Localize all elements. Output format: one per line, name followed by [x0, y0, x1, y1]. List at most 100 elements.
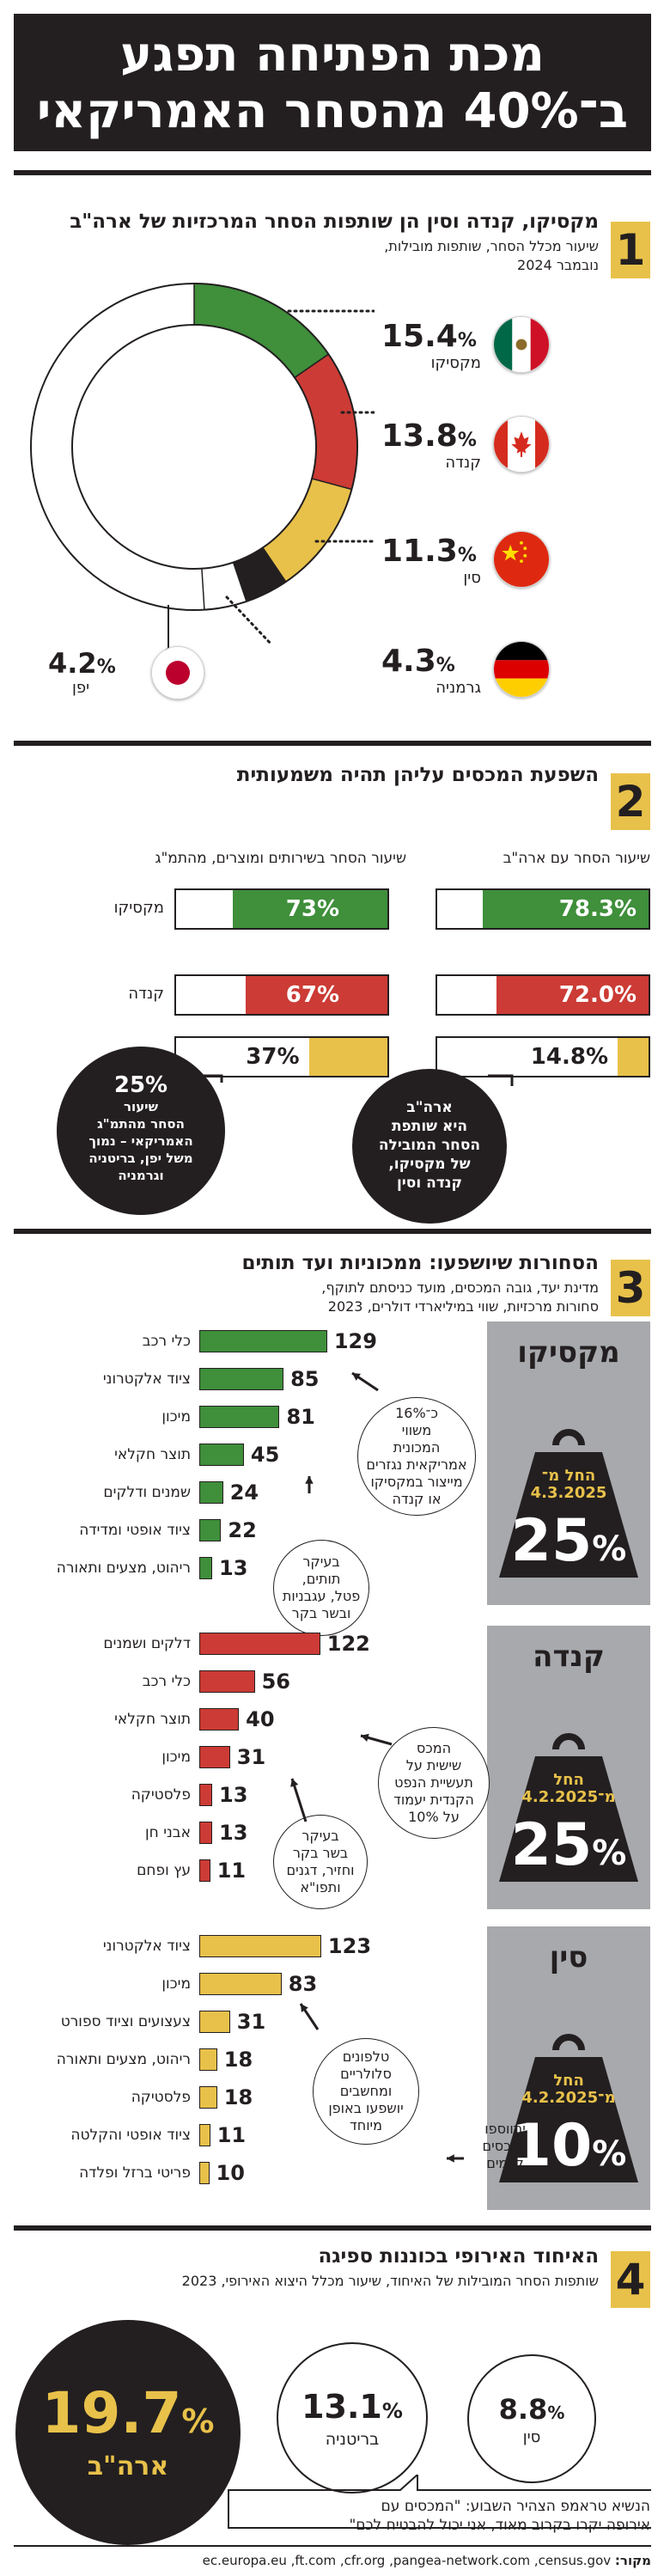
weight-icon: [499, 2034, 638, 2182]
goods-value-china-0: 123: [327, 1934, 372, 1958]
section4-title: האיחוד האירופי בכוננות ספיגה: [318, 2245, 599, 2268]
goods-bar-mexico-6: [199, 1557, 212, 1579]
source-text: ec.europa.eu ,ft.com ,cfr.org ,pangea-ne…: [202, 2553, 612, 2568]
goods-value-canada-2: 40: [246, 1707, 275, 1731]
page-title-line2: ב־40% מהסחר האמריקאי: [36, 83, 629, 139]
section1-title: מקסיקו, קנדה וסין הן שותפות הסחר המרכזיו…: [70, 211, 599, 233]
note1-mexico-line-5: או קנדה: [392, 1491, 442, 1507]
goods-label-canada-1: כלי רכב: [142, 1673, 191, 1690]
gdp-share-box-china: 37%: [174, 1036, 389, 1077]
goods-label-china-0: ציוד אלקטרוני: [102, 1938, 191, 1955]
us-share-box-canada: 72.0%: [436, 974, 650, 1016]
goods-label-canada-6: עץ ופחם: [137, 1862, 191, 1879]
goods-label-canada-2: תוצר חקלאי: [114, 1711, 191, 1728]
goods-value-mexico-6: 13: [219, 1556, 248, 1580]
goods-value-china-4: 18: [223, 2085, 253, 2109]
tariff-effective-date: מ־4.2.2025: [521, 2089, 616, 2107]
tariff-rate-value: 10: [510, 2112, 593, 2180]
goods-value-mexico-2: 81: [286, 1405, 315, 1429]
bubble-us-line-2: הסחר המובילה: [378, 1137, 481, 1154]
gdp-share-bar-canada: [246, 976, 387, 1014]
section-divider-1: [14, 170, 651, 175]
column-header-gdp-share: שיעור הסחר בשירותים ומוצרים, מהתמ"ג: [155, 850, 406, 867]
note1-canada-line-4: על 10%: [408, 1809, 460, 1825]
note2-canada-line-1: בשר בקר: [292, 1845, 349, 1861]
quote-text: הנשיא טראמפ הצהיר השבוע: "המכסים עם אירו…: [229, 2497, 650, 2535]
note1-mexico-text: כ־16% משווי המכונית אמריקאית נגזרים מייצור ב…: [366, 1405, 466, 1508]
note1-china-line-0: טלפונים: [342, 2048, 390, 2065]
note2-canada-line-2: וחזיר, דגנים: [286, 1862, 355, 1878]
goods-label-canada-3: מיכון: [161, 1749, 191, 1766]
arrow-head-0: [301, 2004, 308, 2012]
goods-bar-china-5: [199, 2124, 210, 2146]
eu-partner-us: 19.7% ארה"ב: [15, 2320, 241, 2545]
note2-china-line-0: יתווספו: [484, 2121, 526, 2137]
percent-sign: %: [592, 1834, 627, 1873]
source-line: מקור: ec.europa.eu ,ft.com ,cfr.org ,pan…: [14, 2552, 651, 2569]
section2-arrows: [196, 1074, 514, 1100]
goods-value-china-1: 83: [288, 1972, 318, 1996]
note1-china: טלפונים סלולריים ומחשבים יושפעו באופן מיוחד: [313, 2038, 419, 2145]
goods-label-china-6: פריטי ברזל ופלדה: [79, 2164, 191, 2182]
quote-line-1: הנשיא טראמפ הצהיר השבוע: "המכסים עם: [381, 2498, 650, 2515]
weight-body: [499, 2057, 638, 2182]
bubble-us-line-1: היא שותפת: [391, 1118, 468, 1135]
eu-partner-us-value: 19.7%: [41, 2380, 215, 2446]
gdp-share-value-china: 37%: [246, 1044, 300, 1070]
weight-icon: [499, 1429, 638, 1578]
bubble-us-note: ארה"ב היא שותפת הסחר המובילה של מקסיקו, …: [352, 1069, 507, 1224]
note1-canada-line-0: המכס: [416, 1740, 452, 1756]
tariff-country-canada: קנדה: [533, 1639, 605, 1674]
note2-canada-line-0: בעיקר: [302, 1828, 339, 1844]
quote-callout: [228, 2475, 651, 2529]
goods-value-canada-6: 11: [216, 1859, 247, 1883]
bubble-us-line-4: קנדה וסין: [396, 1175, 463, 1192]
goods-value-canada-0: 122: [326, 1632, 370, 1656]
gdp-share-bar-mexico: [233, 890, 387, 928]
note1-canada-line-1: שישית על: [405, 1757, 462, 1773]
note2-mexico-line-2: פטל, עגבניות: [282, 1588, 361, 1604]
goods-bar-china-4: [199, 2086, 217, 2109]
goods-label-mexico-4: שמנים ודלקים: [103, 1484, 191, 1501]
leader-germany: [225, 595, 273, 646]
tariff-country-mexico: מקסיקו: [517, 1335, 620, 1370]
tariff-effective-canada: החל מ־4.2.2025: [496, 1772, 642, 1806]
section4-subtitle: שותפות הסחר המובילות של האיחוד, שיעור מכ…: [181, 2273, 599, 2289]
goods-bar-canada-3: [199, 1746, 230, 1768]
weight-handle: [552, 2034, 585, 2051]
section-number-4: 4: [611, 2251, 650, 2308]
goods-value-mexico-0: 129: [333, 1329, 377, 1353]
goods-value-canada-3: 31: [236, 1745, 266, 1769]
note1-china-line-3: יושפעו באופן: [328, 2100, 404, 2116]
arrow-head-1: [305, 1476, 314, 1484]
goods-value-canada-1: 56: [261, 1670, 291, 1694]
trade-partners-donut: [30, 283, 375, 653]
note2-mexico-line-1: תותים,: [302, 1571, 341, 1587]
tariff-rate-value: 25: [510, 1507, 593, 1575]
note1-china-line-1: סלולריים: [340, 2066, 392, 2082]
note2-canada-text: בעיקר בשר בקר וחזיר, דגנים ותפו"א: [286, 1828, 354, 1896]
goods-bar-canada-6: [199, 1859, 210, 1882]
us-share-value-china: 14.8%: [530, 1044, 608, 1070]
bubble-gdp-line-2: הסחר מהתמ"ג: [97, 1116, 185, 1132]
page-title-line1: מכת הפתיחה תפגע: [120, 27, 545, 82]
gdp-share-box-canada: 67%: [174, 974, 389, 1016]
percent-sign: %: [592, 1529, 627, 1569]
goods-bar-china-1: [199, 1973, 282, 1995]
us-share-value-mexico: 78.3%: [558, 896, 637, 922]
section2-title: השפעת המכסים עליהן תהיה משמעותית: [236, 764, 599, 786]
tariff-effective-china: החל מ־4.2.2025: [496, 2072, 642, 2107]
section3-subtitle-line1: מדינת יעד, גובה המכסים, מועד כניסתם לתוק…: [321, 1279, 599, 1296]
tariff-rate-mexico: 25%: [496, 1511, 642, 1580]
arrow-head-1: [290, 1779, 299, 1787]
note2-mexico: בעיקר תותים, פטל, עגבניות ובשר בקר: [273, 1540, 369, 1636]
eu-partner-uk-value: 13.1%: [302, 2388, 403, 2426]
arrow-head-0: [361, 1733, 369, 1742]
goods-bar-mexico-5: [199, 1519, 222, 1541]
tariff-effective-date: 4.3.2025: [530, 1484, 607, 1502]
donut-inner-outline: [71, 324, 317, 570]
donut-outline: [30, 283, 358, 611]
country-label-canada: קנדה: [128, 985, 164, 1003]
goods-bar-mexico-0: [199, 1330, 327, 1352]
